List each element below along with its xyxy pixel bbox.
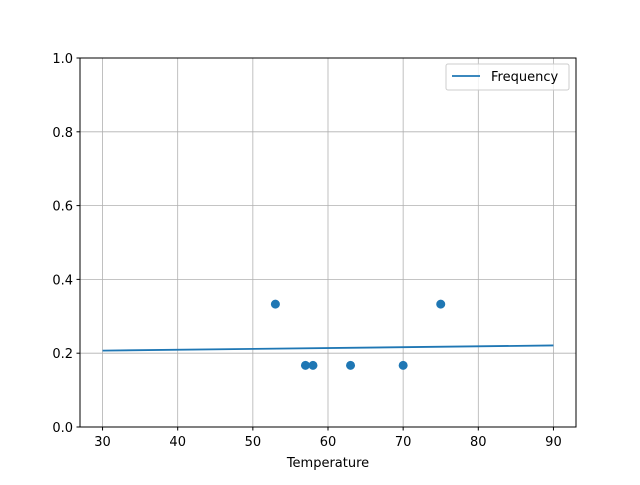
x-ticks: 30 40 50 60 70 80 90 xyxy=(94,427,562,450)
series xyxy=(102,299,554,370)
scatter-point xyxy=(270,299,280,309)
legend-label: Frequency xyxy=(491,70,558,85)
x-tick-label: 50 xyxy=(245,435,262,450)
y-tick-label: 1.0 xyxy=(52,52,73,67)
y-ticks: 0.0 0.2 0.4 0.6 0.8 1.0 xyxy=(52,52,80,436)
x-tick-label: 60 xyxy=(320,435,337,450)
scatter-point xyxy=(346,360,356,370)
legend: Frequency xyxy=(445,63,570,91)
y-tick-label: 0.0 xyxy=(52,421,73,436)
scatter-point xyxy=(436,299,446,309)
y-tick-label: 0.4 xyxy=(52,273,73,288)
x-tick-label: 90 xyxy=(545,435,562,450)
x-tick-label: 30 xyxy=(94,435,111,450)
y-tick-label: 0.2 xyxy=(52,347,73,362)
y-tick-label: 0.6 xyxy=(52,200,73,215)
scatter-point xyxy=(300,360,310,370)
frequency-line xyxy=(102,344,554,352)
y-tick-label: 0.8 xyxy=(52,126,73,141)
x-axis-label: Temperature xyxy=(286,456,369,471)
legend-box xyxy=(445,63,570,91)
scatter-point xyxy=(308,360,318,370)
grid xyxy=(80,57,576,428)
x-tick-label: 40 xyxy=(169,435,186,450)
scatter-point xyxy=(398,360,408,370)
x-tick-label: 70 xyxy=(395,435,412,450)
x-tick-label: 80 xyxy=(470,435,487,450)
